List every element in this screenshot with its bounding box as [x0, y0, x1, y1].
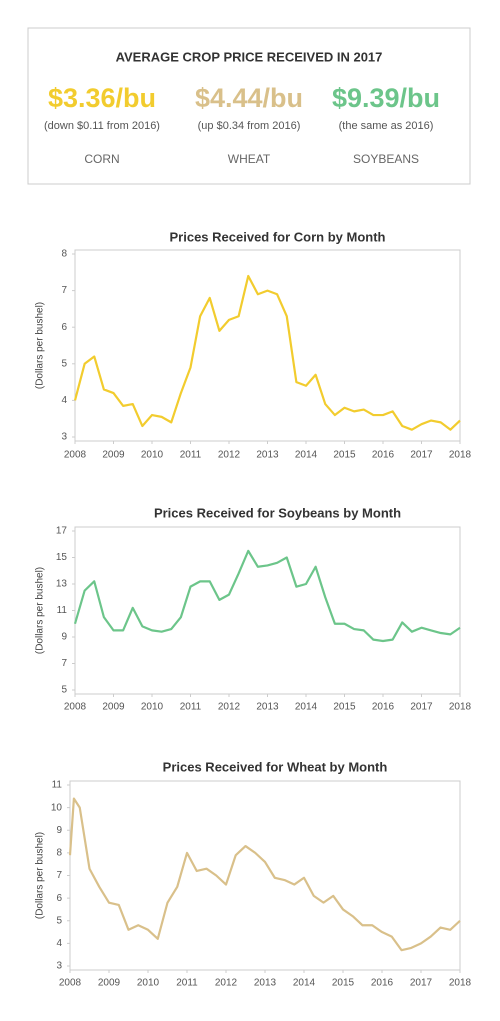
y-tick-label: 15 [56, 552, 68, 563]
summary-box [27, 27, 471, 185]
stat-price: $9.39/bu [332, 83, 440, 113]
y-tick-label: 13 [56, 579, 68, 590]
chart-title: Prices Received for Wheat by Month [163, 759, 388, 774]
stat-crop: WHEAT [228, 152, 271, 166]
y-tick-label: 9 [56, 825, 62, 836]
y-tick-label: 7 [61, 658, 67, 669]
chart-title: Prices Received for Soybeans by Month [154, 505, 401, 520]
price-line [73, 549, 461, 643]
x-tick-label: 2015 [332, 978, 355, 989]
summary-title: AVERAGE CROP PRICE RECEIVED IN 2017 [116, 49, 383, 64]
y-tick-label: 4 [56, 938, 62, 949]
x-tick-label: 2014 [295, 450, 318, 461]
plot-frame [69, 780, 461, 971]
x-tick-label: 2017 [410, 978, 433, 989]
x-tick-label: 2016 [372, 450, 395, 461]
stat-note: (down $0.11 from 2016) [44, 120, 160, 132]
price-line [73, 274, 461, 431]
y-tick-label: 10 [51, 802, 63, 813]
stat-price: $3.36/bu [48, 83, 156, 113]
y-tick-label: 4 [61, 395, 67, 406]
y-axis-label: (Dollars per bushel) [35, 832, 46, 919]
stat-crop: SOYBEANS [353, 152, 419, 166]
x-tick-label: 2009 [102, 450, 125, 461]
y-tick-label: 3 [56, 961, 62, 972]
x-tick-label: 2011 [180, 450, 202, 461]
x-tick-label: 2018 [449, 978, 472, 989]
x-tick-label: 2018 [449, 450, 472, 461]
y-tick-label: 3 [61, 432, 67, 443]
y-tick-label: 7 [61, 285, 67, 296]
y-tick-label: 6 [56, 893, 62, 904]
x-tick-label: 2015 [333, 450, 356, 461]
x-tick-label: 2012 [215, 978, 238, 989]
x-tick-label: 2008 [64, 450, 87, 461]
stat-note: (up $0.34 from 2016) [198, 120, 301, 132]
plot-frame [74, 249, 461, 442]
x-tick-label: 2008 [64, 702, 87, 713]
x-tick-label: 2017 [410, 702, 433, 713]
x-tick-label: 2008 [59, 978, 82, 989]
x-tick-label: 2016 [372, 702, 395, 713]
x-tick-label: 2009 [102, 702, 125, 713]
y-tick-label: 8 [61, 249, 67, 260]
y-tick-label: 5 [61, 358, 67, 369]
y-tick-label: 5 [61, 685, 67, 696]
x-tick-label: 2018 [449, 702, 472, 713]
y-tick-label: 5 [56, 915, 62, 926]
y-tick-label: 7 [56, 870, 62, 881]
price-line [68, 797, 461, 952]
x-tick-label: 2010 [137, 978, 160, 989]
x-tick-label: 2011 [180, 702, 202, 713]
x-tick-label: 2017 [410, 450, 433, 461]
x-tick-label: 2013 [256, 702, 279, 713]
chart-title: Prices Received for Corn by Month [170, 229, 386, 244]
stat-price: $4.44/bu [195, 83, 303, 113]
x-tick-label: 2015 [333, 702, 356, 713]
y-tick-label: 6 [61, 322, 67, 333]
y-tick-label: 17 [56, 526, 68, 537]
x-tick-label: 2016 [371, 978, 394, 989]
x-tick-label: 2011 [176, 978, 198, 989]
y-tick-label: 9 [61, 632, 67, 643]
x-tick-label: 2010 [141, 702, 164, 713]
x-tick-label: 2014 [295, 702, 318, 713]
x-tick-label: 2013 [256, 450, 279, 461]
x-tick-label: 2009 [98, 978, 121, 989]
y-tick-label: 8 [56, 848, 62, 859]
stat-crop: CORN [84, 152, 119, 166]
y-axis-label: (Dollars per bushel) [35, 302, 46, 389]
stat-note: (the same as 2016) [339, 120, 434, 132]
x-tick-label: 2012 [218, 450, 241, 461]
x-tick-label: 2014 [293, 978, 316, 989]
x-tick-label: 2010 [141, 450, 164, 461]
y-tick-label: 11 [52, 780, 63, 791]
x-tick-label: 2012 [218, 702, 241, 713]
y-axis-label: (Dollars per bushel) [35, 567, 46, 654]
y-tick-label: 11 [57, 605, 68, 616]
x-tick-label: 2013 [254, 978, 277, 989]
